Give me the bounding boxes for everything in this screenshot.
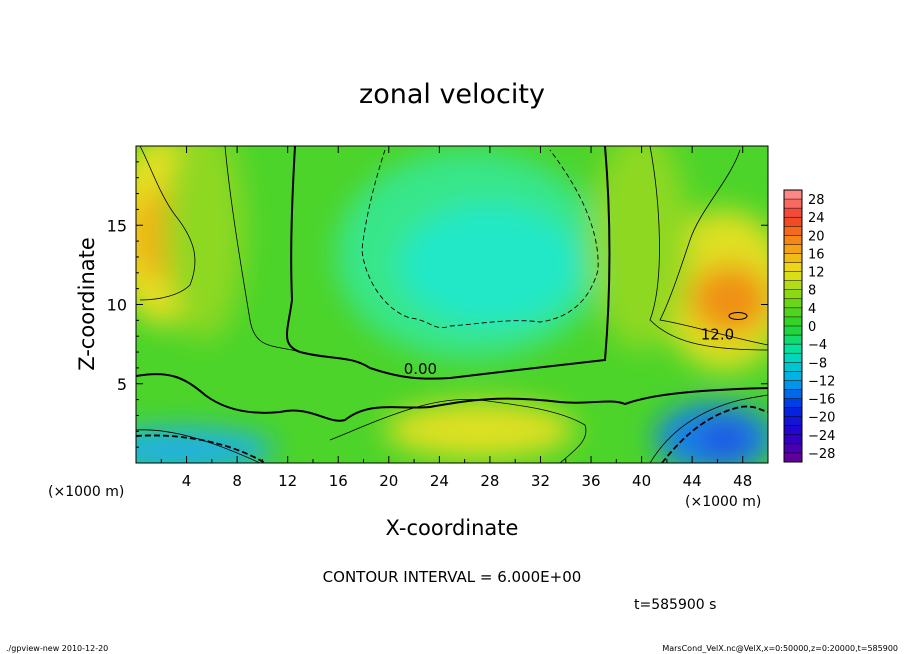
colorbar-label: −4 bbox=[808, 338, 827, 353]
footer-left: ./gpview-new 2010-12-20 bbox=[6, 644, 108, 653]
colorbar-swatch bbox=[784, 262, 802, 272]
y-tick-label: 5 bbox=[117, 375, 127, 394]
x-tick-label: 20 bbox=[379, 472, 398, 490]
colorbar-label: 24 bbox=[808, 211, 825, 226]
y-axis-label: Z-coordinate bbox=[75, 237, 99, 371]
colorbar-swatch bbox=[784, 271, 802, 281]
contour-interval-text: CONTOUR INTERVAL = 6.000E+00 bbox=[323, 568, 582, 586]
chart-title: zonal velocity bbox=[359, 79, 545, 110]
colorbar-swatch bbox=[784, 199, 802, 209]
colorbar-label: 28 bbox=[808, 193, 825, 208]
x-unit-right: (×1000 m) bbox=[685, 494, 761, 510]
colorbar-label: −16 bbox=[808, 393, 835, 408]
colorbar-swatch bbox=[784, 362, 802, 372]
colorbar-swatch bbox=[784, 353, 802, 363]
colorbar-swatch bbox=[784, 316, 802, 327]
y-tick-label: 15 bbox=[107, 216, 127, 235]
colorbar-label: −8 bbox=[808, 356, 827, 371]
colorbar-swatch bbox=[784, 298, 802, 309]
y-tick-label: 10 bbox=[107, 296, 127, 315]
colorbar-label: 8 bbox=[808, 284, 816, 299]
x-tick-label: 44 bbox=[683, 472, 702, 490]
colorbar-swatch bbox=[784, 280, 802, 291]
colorbar-swatch bbox=[784, 380, 802, 390]
contour-label-0: 0.00 bbox=[404, 360, 437, 378]
x-tick-label: 32 bbox=[531, 472, 550, 490]
colorbar-swatch bbox=[784, 289, 802, 300]
colorbar-swatch bbox=[784, 307, 802, 318]
colorbar-swatch bbox=[784, 416, 802, 427]
x-axis-label: X-coordinate bbox=[386, 516, 519, 540]
x-unit-left: (×1000 m) bbox=[48, 484, 124, 500]
colorbar-swatch bbox=[784, 443, 802, 454]
colorbar-label: 12 bbox=[808, 266, 825, 281]
colorbar-swatch bbox=[784, 344, 802, 354]
colorbar-label: 16 bbox=[808, 247, 825, 262]
colorbar-swatch bbox=[784, 389, 802, 399]
x-tick-label: 36 bbox=[581, 472, 600, 490]
colorbar-swatch bbox=[784, 371, 802, 381]
colorbar-label: 20 bbox=[808, 229, 825, 244]
colorbar-label: −24 bbox=[808, 429, 835, 444]
colorbar-swatch bbox=[784, 425, 802, 436]
colorbar-swatch bbox=[784, 244, 802, 254]
colorbar-label: −28 bbox=[808, 447, 835, 462]
colorbar-swatch bbox=[784, 235, 802, 245]
x-axis-ticks: 4 8 12 16 20 24 28 32 36 40 44 48 bbox=[160, 146, 752, 490]
colorbar-label: −20 bbox=[808, 411, 835, 426]
colorbar-swatch bbox=[784, 253, 802, 263]
x-tick-label: 12 bbox=[278, 472, 297, 490]
heatmap-field bbox=[136, 146, 768, 463]
colorbar-swatch bbox=[784, 226, 802, 236]
time-text: t=585900 s bbox=[634, 597, 716, 613]
x-tick-label: 4 bbox=[182, 472, 192, 490]
colorbar-labels: 28 24 20 16 12 8 4 0 −4 −8 −12 −16 −20 −24 −28 bbox=[808, 193, 835, 462]
x-tick-label: 8 bbox=[232, 472, 242, 490]
x-tick-label: 28 bbox=[480, 472, 499, 490]
colorbar bbox=[783, 189, 803, 463]
colorbar-label: 0 bbox=[808, 320, 816, 335]
colorbar-swatch bbox=[784, 190, 802, 200]
colorbar-swatch bbox=[784, 398, 802, 408]
colorbar-swatch bbox=[784, 326, 802, 336]
x-tick-label: 48 bbox=[733, 472, 752, 490]
colorbar-label: −12 bbox=[808, 374, 835, 389]
colorbar-swatch bbox=[784, 208, 802, 218]
colorbar-label: 4 bbox=[808, 302, 816, 317]
colorbar-swatch bbox=[784, 217, 802, 227]
contour-labels: 0.00 12.0 bbox=[404, 325, 734, 378]
colorbar-swatch bbox=[784, 335, 802, 345]
x-tick-label: 24 bbox=[430, 472, 449, 490]
x-tick-label: 40 bbox=[632, 472, 651, 490]
footer-right: MarsCond_VelX.nc@VelX,x=0:50000,z=0:2000… bbox=[662, 644, 898, 653]
colorbar-swatch bbox=[784, 434, 802, 445]
colorbar-swatch bbox=[784, 407, 802, 417]
contour-label-1: 12.0 bbox=[701, 325, 734, 343]
x-tick-label: 16 bbox=[329, 472, 348, 490]
colorbar-swatch bbox=[784, 452, 802, 463]
y-axis-ticks: 5 10 15 bbox=[107, 161, 768, 448]
